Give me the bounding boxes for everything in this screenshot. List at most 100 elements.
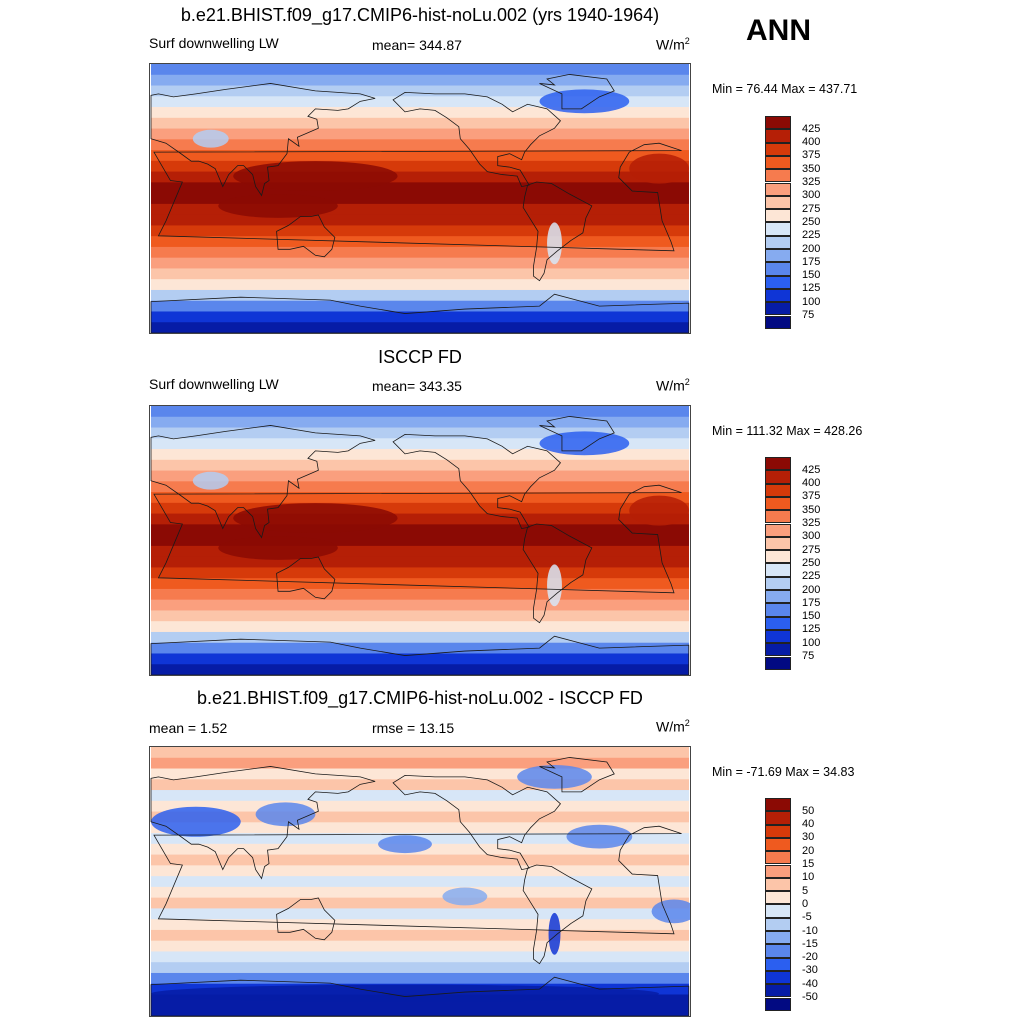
colorbar-tick-label: 150: [802, 269, 821, 282]
field-band: [151, 193, 689, 205]
colorbar-swatch: [765, 510, 791, 524]
colorbar-swatch: [765, 182, 791, 196]
colorbar-swatch: [765, 944, 791, 958]
colorbar-tick-label: 100: [802, 295, 821, 308]
coastline: [539, 416, 615, 452]
field-anomaly: [255, 802, 316, 827]
field-band: [151, 876, 689, 888]
field-band: [151, 427, 689, 439]
panel-2-units: W/m2: [656, 377, 690, 394]
colorbar-tick-label: 75: [802, 309, 815, 321]
coastline: [153, 825, 682, 935]
coastline: [150, 976, 690, 1016]
field-band: [151, 908, 689, 920]
colorbar-tick-label: -10: [802, 924, 818, 937]
field-anomaly: [629, 153, 689, 184]
colorbar-swatch: [765, 970, 791, 985]
field-anomaly: [192, 471, 229, 490]
colorbar-tick-label: 50: [802, 804, 815, 817]
field-band: [151, 225, 689, 237]
field-band: [151, 919, 689, 931]
field-anomaly: [548, 912, 561, 955]
field-anomaly: [629, 495, 689, 526]
colorbar-tick-label: 425: [802, 463, 821, 476]
coastline: [392, 433, 562, 530]
colorbar-tick-label: 325: [802, 176, 821, 188]
panel-1-variable-label: Surf downwelling LW: [149, 35, 279, 51]
colorbar-swatch: [765, 195, 791, 210]
colorbar-swatch: [765, 824, 791, 838]
field-band: [151, 300, 689, 313]
colorbar-tick-label: 20: [802, 844, 815, 857]
field-anomaly: [151, 984, 660, 1003]
colorbar-tick-label: 225: [802, 570, 821, 583]
colorbar-tick-label: 275: [802, 543, 821, 556]
colorbar-tick-label: 250: [802, 556, 821, 569]
colorbar-tick-label: 15: [802, 858, 815, 870]
field-band: [151, 747, 689, 759]
field-band: [151, 406, 689, 418]
colorbar-swatch: [765, 209, 791, 223]
colorbar-tick-label: 175: [802, 255, 821, 268]
field-band: [151, 289, 689, 302]
field-band: [151, 535, 689, 547]
colorbar-swatch: [765, 222, 791, 236]
colorbar-tick-label: 150: [802, 610, 821, 623]
field-band: [151, 631, 689, 644]
field-band: [151, 588, 689, 601]
panel-2-title: ISCCP FD: [378, 347, 462, 367]
colorbar-tick-label: 250: [802, 215, 821, 228]
panel-1-colorbar: 425 400 375 350 325 300 275 250 225 200 175 150 125 1…: [765, 116, 820, 329]
colorbar-swatch: [765, 877, 791, 892]
field-band: [151, 897, 689, 909]
colorbar-swatch: [765, 169, 791, 183]
field-band: [151, 64, 689, 76]
colorbar-tick-label: 375: [802, 149, 821, 162]
panel-2-minmax: Min = 111.32 Max = 428.26: [712, 424, 863, 438]
field-band: [151, 268, 689, 280]
panel-3-colorbar: 50 40 30 20 15 10 5 0 -5 -10 -15 -20 -30 -40 -50: [765, 798, 818, 1011]
field-band: [151, 972, 689, 985]
field-anomaly: [547, 564, 562, 607]
field-band: [151, 117, 689, 130]
colorbar-tick-label: 400: [802, 136, 821, 149]
panel-3-units: W/m2: [656, 718, 690, 735]
colorbar-tick-label: -30: [802, 964, 818, 977]
field-band: [151, 865, 689, 877]
colorbar-swatch: [765, 576, 791, 590]
field-band: [151, 556, 689, 568]
field-band: [151, 236, 689, 248]
colorbar-tick-label: 75: [802, 650, 815, 662]
field-band: [151, 128, 689, 140]
coastline: [153, 142, 682, 252]
colorbar-tick-label: 125: [802, 282, 821, 295]
panel-3-mean-label: mean = 1.52: [149, 720, 228, 736]
colorbar-swatch: [765, 616, 791, 630]
field-band: [151, 621, 689, 633]
colorbar-tick-label: 325: [802, 517, 821, 529]
colorbar-swatch: [765, 917, 791, 931]
colorbar-swatch: [765, 155, 791, 170]
coastline: [150, 83, 376, 197]
field-band: [151, 160, 689, 173]
colorbar-swatch: [765, 931, 791, 945]
panel-1-units: W/m2: [656, 36, 690, 53]
panel-3-map: [149, 746, 691, 1017]
field-band: [151, 74, 689, 87]
colorbar-tick-label: 5: [802, 884, 809, 897]
colorbar-tick-label: -20: [802, 951, 818, 964]
colorbar-swatch: [765, 891, 791, 905]
field-band: [151, 150, 689, 162]
field-anomaly: [233, 161, 398, 192]
field-band: [151, 1005, 689, 1016]
field-band: [151, 940, 689, 953]
field-band: [151, 779, 689, 791]
panel-3-minmax: Min = -71.69 Max = 34.83: [712, 765, 855, 779]
field-band: [151, 311, 689, 323]
panel-3-title: b.e21.BHIST.f09_g17.CMIP6-hist-noLu.002 …: [197, 688, 643, 708]
colorbar-tick-label: 125: [802, 623, 821, 636]
field-band: [151, 642, 689, 655]
field-band: [151, 322, 689, 333]
colorbar-swatch: [765, 275, 791, 289]
field-band: [151, 524, 689, 536]
